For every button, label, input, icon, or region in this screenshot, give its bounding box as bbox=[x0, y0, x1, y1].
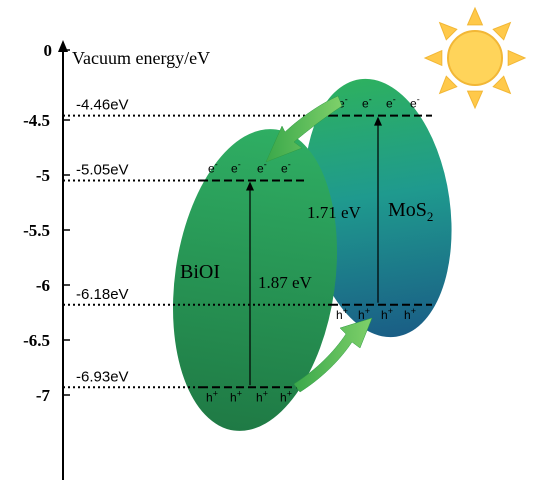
mos2-hole: h+ bbox=[336, 306, 348, 322]
mos2-label: MoS2 bbox=[388, 199, 433, 224]
bioi-ellipse bbox=[173, 129, 337, 431]
mos2-hole: h+ bbox=[358, 306, 370, 322]
axis-tick-label: -4.5 bbox=[23, 111, 50, 130]
mos2-electron: e- bbox=[410, 95, 420, 111]
bioi-electron: e- bbox=[208, 160, 218, 176]
energy-level-label: -6.18eV bbox=[76, 286, 129, 303]
mos2-gap-label: 1.71 eV bbox=[307, 203, 362, 222]
axis-tick-label: -6 bbox=[36, 276, 50, 295]
bioi-hole: h+ bbox=[280, 388, 292, 404]
bioi-gap-label: 1.87 eV bbox=[258, 273, 313, 292]
axis-tick-label: -7 bbox=[36, 386, 51, 405]
mos2-electron: e- bbox=[362, 95, 372, 111]
bioi-label: BiOI bbox=[180, 261, 220, 283]
sun-icon bbox=[423, 6, 527, 110]
axis-tick-label: -5.5 bbox=[23, 221, 50, 240]
bioi-electron: e- bbox=[257, 160, 267, 176]
mos2-hole: h+ bbox=[381, 306, 393, 322]
mos2-hole: h+ bbox=[404, 306, 416, 322]
energy-level-label: -5.05eV bbox=[76, 162, 129, 179]
bioi-hole: h+ bbox=[256, 388, 268, 404]
axis-title: Vacuum energy/eV bbox=[72, 48, 210, 68]
electron-transfer-arrow bbox=[265, 95, 343, 163]
energy-level-label: -4.46eV bbox=[76, 97, 129, 114]
y-axis-arrowhead bbox=[58, 40, 68, 52]
axis-tick-label: -5 bbox=[36, 166, 50, 185]
axis-tick-label: 0 bbox=[44, 41, 53, 60]
axis-tick-label: -6.5 bbox=[23, 331, 50, 350]
bioi-gap-arrow bbox=[246, 181, 254, 386]
energy-level-label: -6.93eV bbox=[76, 368, 129, 385]
bioi-hole: h+ bbox=[206, 388, 218, 404]
mos2-electron: e- bbox=[386, 95, 396, 111]
bioi-electron: e- bbox=[281, 160, 291, 176]
mos2-gap-arrow bbox=[374, 116, 382, 303]
bioi-electron: e- bbox=[231, 160, 241, 176]
bioi-hole: h+ bbox=[230, 388, 242, 404]
mos2-electron: e- bbox=[338, 95, 348, 111]
hole-transfer-arrow bbox=[293, 317, 373, 393]
